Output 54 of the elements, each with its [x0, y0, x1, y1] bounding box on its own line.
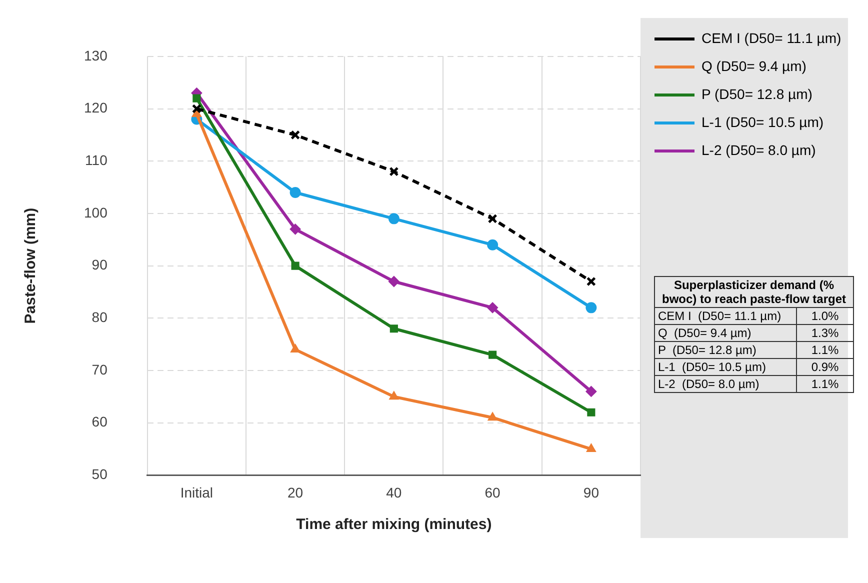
y-tick-label: 70: [92, 361, 108, 378]
y-tick-label: 60: [92, 414, 108, 430]
point: [290, 224, 301, 235]
legend-label: P (D50= 12.8 µm): [702, 86, 812, 102]
y-tick-label: 90: [92, 256, 108, 273]
y-tick-label: 50: [92, 466, 108, 482]
text: 1.0%: [796, 308, 854, 324]
point: [586, 276, 596, 286]
point: [290, 187, 301, 198]
point: [389, 391, 399, 400]
point: [389, 166, 399, 176]
point: [587, 408, 596, 416]
text: 1.1%: [796, 342, 854, 358]
point: [291, 262, 300, 270]
y-tick-label: 130: [84, 47, 108, 64]
point: [586, 386, 597, 397]
point: [487, 239, 498, 250]
point: [192, 94, 201, 102]
legend-label: CEM I (D50= 11.1 µm): [702, 30, 842, 46]
point: [488, 350, 497, 359]
x-axis-title: Time after mixing (minutes): [296, 516, 492, 534]
point: [388, 213, 400, 224]
text: L-1 (D50= 10.5 µm): [654, 358, 796, 376]
point: [586, 302, 597, 314]
text: 1.3%: [796, 324, 854, 342]
text: L-2 (D50= 8.0 µm): [654, 376, 796, 392]
point: [192, 104, 202, 114]
text: Superplasticizer demand (% bwoc) to reach paste-flow target: [654, 276, 854, 308]
text: CEM I (D50= 11.1 µm): [654, 308, 796, 324]
x-tick-label: 20: [288, 484, 304, 500]
point: [388, 276, 400, 288]
text: 0.9%: [796, 358, 854, 376]
x-tick-label: 90: [583, 484, 600, 500]
point: [390, 324, 398, 333]
text: P (D50= 12.8 µm): [654, 342, 796, 358]
text: Q (D50= 9.4 µm): [654, 324, 796, 342]
y-axis-title: Paste-flow (mm): [22, 208, 40, 324]
point: [290, 130, 300, 140]
x-tick-label: 40: [386, 484, 402, 500]
legend-label: Q (D50= 9.4 µm): [702, 58, 806, 74]
x-tick-label: Initial: [180, 484, 214, 500]
y-tick-label: 100: [84, 204, 108, 220]
legend-label: L-2 (D50= 8.0 µm): [702, 142, 816, 158]
point: [586, 444, 596, 452]
point: [290, 344, 300, 353]
text: 1.1%: [796, 376, 854, 392]
point: [488, 214, 498, 224]
y-tick-label: 120: [84, 100, 108, 116]
y-tick-label: 80: [92, 309, 108, 326]
legend-label: L-1 (D50= 10.5 µm): [702, 114, 824, 130]
point: [487, 302, 498, 314]
y-tick-label: 110: [85, 152, 108, 168]
x-tick-label: 60: [484, 484, 501, 500]
point: [488, 412, 498, 421]
